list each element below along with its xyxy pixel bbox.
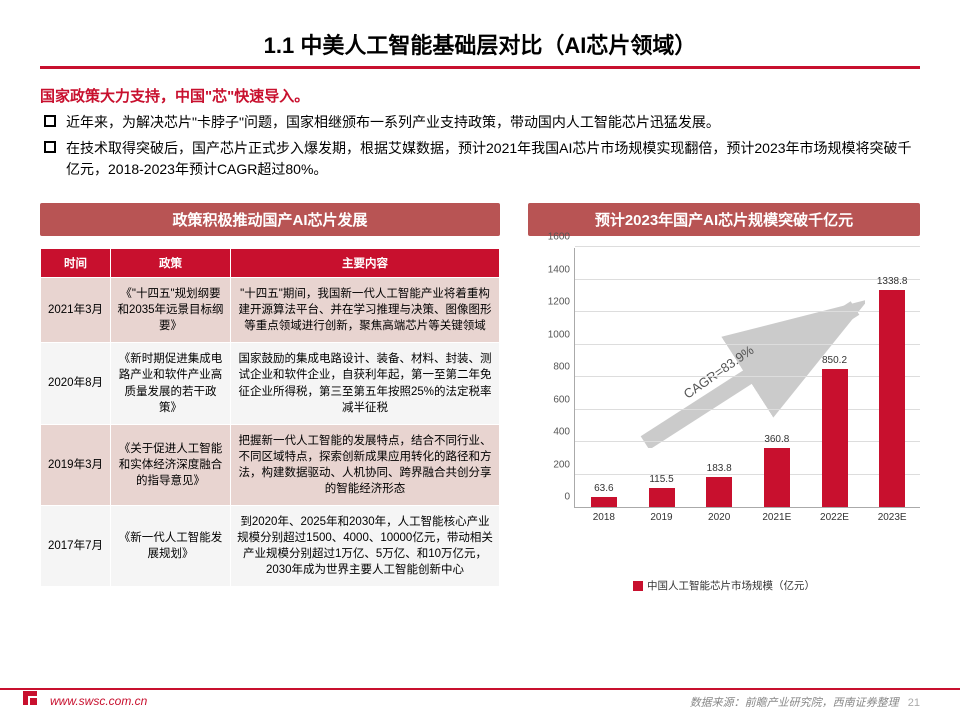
bar-value-label: 63.6: [579, 483, 629, 494]
table-cell: 《新一代人工智能发展规划》: [111, 506, 231, 587]
right-section-header: 预计2023年国产AI芯片规模突破千亿元: [528, 203, 920, 236]
footer: www.swsc.com.cn 数据来源：前瞻产业研究院，西南证券整理 21: [0, 688, 960, 710]
chart-bar: [822, 369, 848, 507]
legend-swatch-icon: [633, 581, 643, 591]
table-header: 主要内容: [231, 249, 500, 278]
table-row: 2019年3月《关于促进人工智能和实体经济深度融合的指导意见》把握新一代人工智能…: [41, 424, 500, 505]
policy-table: 时间政策主要内容 2021年3月《"十四五"规划纲要和2035年远景目标纲要》"…: [40, 248, 500, 587]
x-axis-label: 2020: [694, 512, 744, 523]
bar-value-label: 115.5: [637, 474, 687, 485]
table-cell: 《关于促进人工智能和实体经济深度融合的指导意见》: [111, 424, 231, 505]
bullet-item: 在技术取得突破后，国产芯片正式步入爆发期，根据艾媒数据，预计2021年我国AI芯…: [44, 138, 920, 181]
y-axis-tick: 1400: [548, 264, 570, 275]
footer-url: www.swsc.com.cn: [50, 694, 147, 710]
y-axis-tick: 0: [564, 492, 570, 503]
bar-value-label: 183.8: [694, 463, 744, 474]
page-number: 21: [908, 697, 920, 709]
bar-value-label: 360.8: [752, 434, 802, 445]
grid-line: [575, 246, 920, 247]
chart-bar: [706, 477, 732, 507]
chart-legend: 中国人工智能芯片市场规模（亿元）: [528, 578, 920, 593]
left-section-header: 政策积极推动国产AI芯片发展: [40, 203, 500, 236]
y-axis-tick: 1200: [548, 297, 570, 308]
cagr-label: CAGR=83.9%: [681, 342, 757, 401]
table-cell: 把握新一代人工智能的发展特点，结合不同行业、不同区域特点，探索创新成果应用转化的…: [231, 424, 500, 505]
table-row: 2020年8月《新时期促进集成电路产业和软件产业高质量发展的若干政策》国家鼓励的…: [41, 343, 500, 424]
subtitle: 国家政策大力支持，中国"芯"快速导入。: [40, 85, 920, 106]
table-header: 政策: [111, 249, 231, 278]
table-cell: 《"十四五"规划纲要和2035年远景目标纲要》: [111, 278, 231, 343]
legend-text: 中国人工智能芯片市场规模（亿元）: [647, 580, 815, 592]
grid-line: [575, 409, 920, 410]
chart-bar: [879, 290, 905, 508]
bullet-item: 近年来，为解决芯片"卡脖子"问题，国家相继颁布一系列产业支持政策，带动国内人工智…: [44, 112, 920, 134]
table-header: 时间: [41, 249, 111, 278]
y-axis-tick: 1600: [548, 232, 570, 243]
x-axis-label: 2021E: [752, 512, 802, 523]
chart-bar: [649, 488, 675, 507]
table-cell: "十四五"期间，我国新一代人工智能产业将着重构建开源算法平台、并在学习推理与决策…: [231, 278, 500, 343]
grid-line: [575, 376, 920, 377]
grid-line: [575, 344, 920, 345]
table-row: 2017年7月《新一代人工智能发展规划》到2020年、2025年和2030年，人…: [41, 506, 500, 587]
bullet-text: 在技术取得突破后，国产芯片正式步入爆发期，根据艾媒数据，预计2021年我国AI芯…: [66, 138, 920, 181]
x-axis-label: 2018: [579, 512, 629, 523]
table-cell: 2017年7月: [41, 506, 111, 587]
y-axis-tick: 200: [553, 459, 570, 470]
footer-source: 数据来源：前瞻产业研究院，西南证券整理: [690, 697, 899, 709]
table-row: 2021年3月《"十四五"规划纲要和2035年远景目标纲要》"十四五"期间，我国…: [41, 278, 500, 343]
bullet-text: 近年来，为解决芯片"卡脖子"问题，国家相继颁布一系列产业支持政策，带动国内人工智…: [66, 112, 920, 134]
bar-chart: 02004006008001000120014001600 CAGR=83.9%…: [540, 248, 920, 548]
x-axis-label: 2023E: [867, 512, 917, 523]
table-cell: 到2020年、2025年和2030年，人工智能核心产业规模分别超过1500、40…: [231, 506, 500, 587]
bar-value-label: 1338.8: [867, 276, 917, 287]
table-cell: 2019年3月: [41, 424, 111, 505]
grid-line: [575, 441, 920, 442]
table-cell: 国家鼓励的集成电路设计、装备、材料、封装、测试企业和软件企业，自获利年起，第一至…: [231, 343, 500, 424]
x-axis-label: 2019: [637, 512, 687, 523]
y-axis-tick: 600: [553, 394, 570, 405]
grid-line: [575, 311, 920, 312]
table-cell: 2021年3月: [41, 278, 111, 343]
table-cell: 《新时期促进集成电路产业和软件产业高质量发展的若干政策》: [111, 343, 231, 424]
table-cell: 2020年8月: [41, 343, 111, 424]
page-title: 1.1 中美人工智能基础层对比（AI芯片领域）: [264, 28, 697, 60]
x-axis-label: 2022E: [810, 512, 860, 523]
bar-value-label: 850.2: [810, 355, 860, 366]
y-axis-tick: 1000: [548, 329, 570, 340]
chart-bar: [764, 448, 790, 507]
square-bullet-icon: [44, 115, 56, 127]
square-bullet-icon: [44, 141, 56, 153]
title-underline: [40, 66, 920, 69]
chart-bar: [591, 497, 617, 507]
y-axis-tick: 400: [553, 427, 570, 438]
grid-line: [575, 474, 920, 475]
bullet-list: 近年来，为解决芯片"卡脖子"问题，国家相继颁布一系列产业支持政策，带动国内人工智…: [40, 112, 920, 181]
y-axis-tick: 800: [553, 362, 570, 373]
